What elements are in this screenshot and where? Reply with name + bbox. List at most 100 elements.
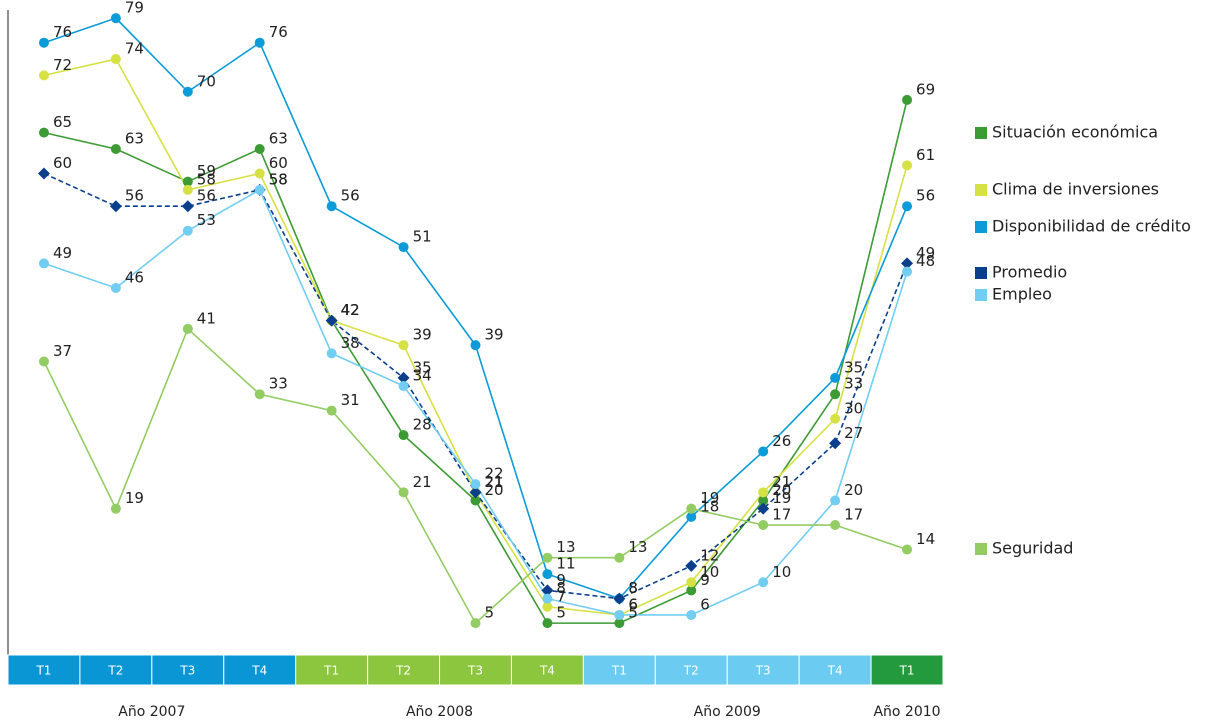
point [902,544,913,555]
point [110,54,121,65]
data-label: 19 [772,489,791,507]
point [902,201,913,212]
point [38,356,49,367]
data-label: 60 [269,154,288,172]
point [830,413,841,424]
data-label: 14 [916,530,935,548]
point [37,167,50,180]
data-label: 17 [844,506,863,524]
data-label: 19 [125,489,144,507]
data-label: 13 [556,538,575,556]
point [613,592,626,605]
point [181,200,194,213]
data-label: 79 [125,0,144,17]
data-label: 9 [700,571,710,589]
point [182,323,193,334]
data-label: 5 [556,604,566,622]
data-label: 38 [341,334,360,352]
point [325,314,338,327]
legend-swatch [975,543,987,555]
point [542,569,553,580]
x-tick-label: T2 [395,664,411,678]
x-tick-label: T4 [251,664,267,678]
data-label: 41 [197,309,216,327]
x-tick-label: T1 [899,664,915,678]
group-label: Año 2007 [118,704,185,720]
data-label: 34 [413,367,432,385]
data-label: 21 [413,473,432,491]
point [686,511,697,522]
point [182,176,193,187]
point [685,559,698,572]
point [397,371,410,384]
data-label: 42 [341,301,360,319]
group-label: Año 2009 [694,704,761,720]
data-label: 74 [125,40,144,58]
data-label: 33 [844,375,863,393]
point [686,503,697,514]
point [902,160,913,171]
point [758,577,769,588]
data-label: 70 [197,72,216,90]
point [254,389,265,400]
point [182,184,193,195]
data-label: 56 [125,187,144,205]
x-tick-label: T1 [611,664,627,678]
point [830,520,841,531]
point [254,143,265,154]
series-line [43,99,908,624]
legend-label: Clima de inversiones [992,180,1159,199]
data-label: 20 [772,481,791,499]
data-label: 21 [772,473,791,491]
category-cell [582,654,656,686]
data-label: 8 [628,579,638,597]
data-label: 60 [53,154,72,172]
point [38,37,49,48]
legend-label: Seguridad [992,539,1073,558]
data-label: 9 [556,571,566,589]
point [182,225,193,236]
point [398,430,409,441]
data-label: 26 [772,432,791,450]
series-line [43,172,908,600]
point [614,609,625,620]
legend-swatch [975,289,987,301]
point [38,258,49,269]
point [470,340,481,351]
point [686,577,697,588]
x-tick-label: T4 [539,664,555,678]
group-label: Año 2008 [406,704,473,720]
data-label: 49 [53,244,72,262]
x-tick-label: T3 [467,664,483,678]
point [110,13,121,24]
point [38,127,49,138]
point [614,552,625,563]
point [398,340,409,351]
data-label: 35 [844,358,863,376]
data-label: 8 [556,579,566,597]
point [254,184,265,195]
category-cell [151,654,225,686]
point [541,584,554,597]
point [254,37,265,48]
point [542,593,553,604]
point [902,266,913,277]
point [326,348,337,359]
data-label: 65 [53,113,72,131]
data-label: 19 [700,489,719,507]
data-label: 10 [700,563,719,581]
point [38,70,49,81]
data-label: 72 [53,56,72,74]
data-label: 6 [628,595,638,613]
point [398,381,409,392]
data-label: 58 [269,170,288,188]
data-label: 5 [485,604,495,622]
data-label: 6 [628,595,638,613]
data-label: 59 [197,162,216,180]
data-label: 51 [413,228,432,246]
data-label: 13 [628,538,647,556]
data-label: 56 [916,187,935,205]
point [758,446,769,457]
data-label: 18 [700,497,719,515]
